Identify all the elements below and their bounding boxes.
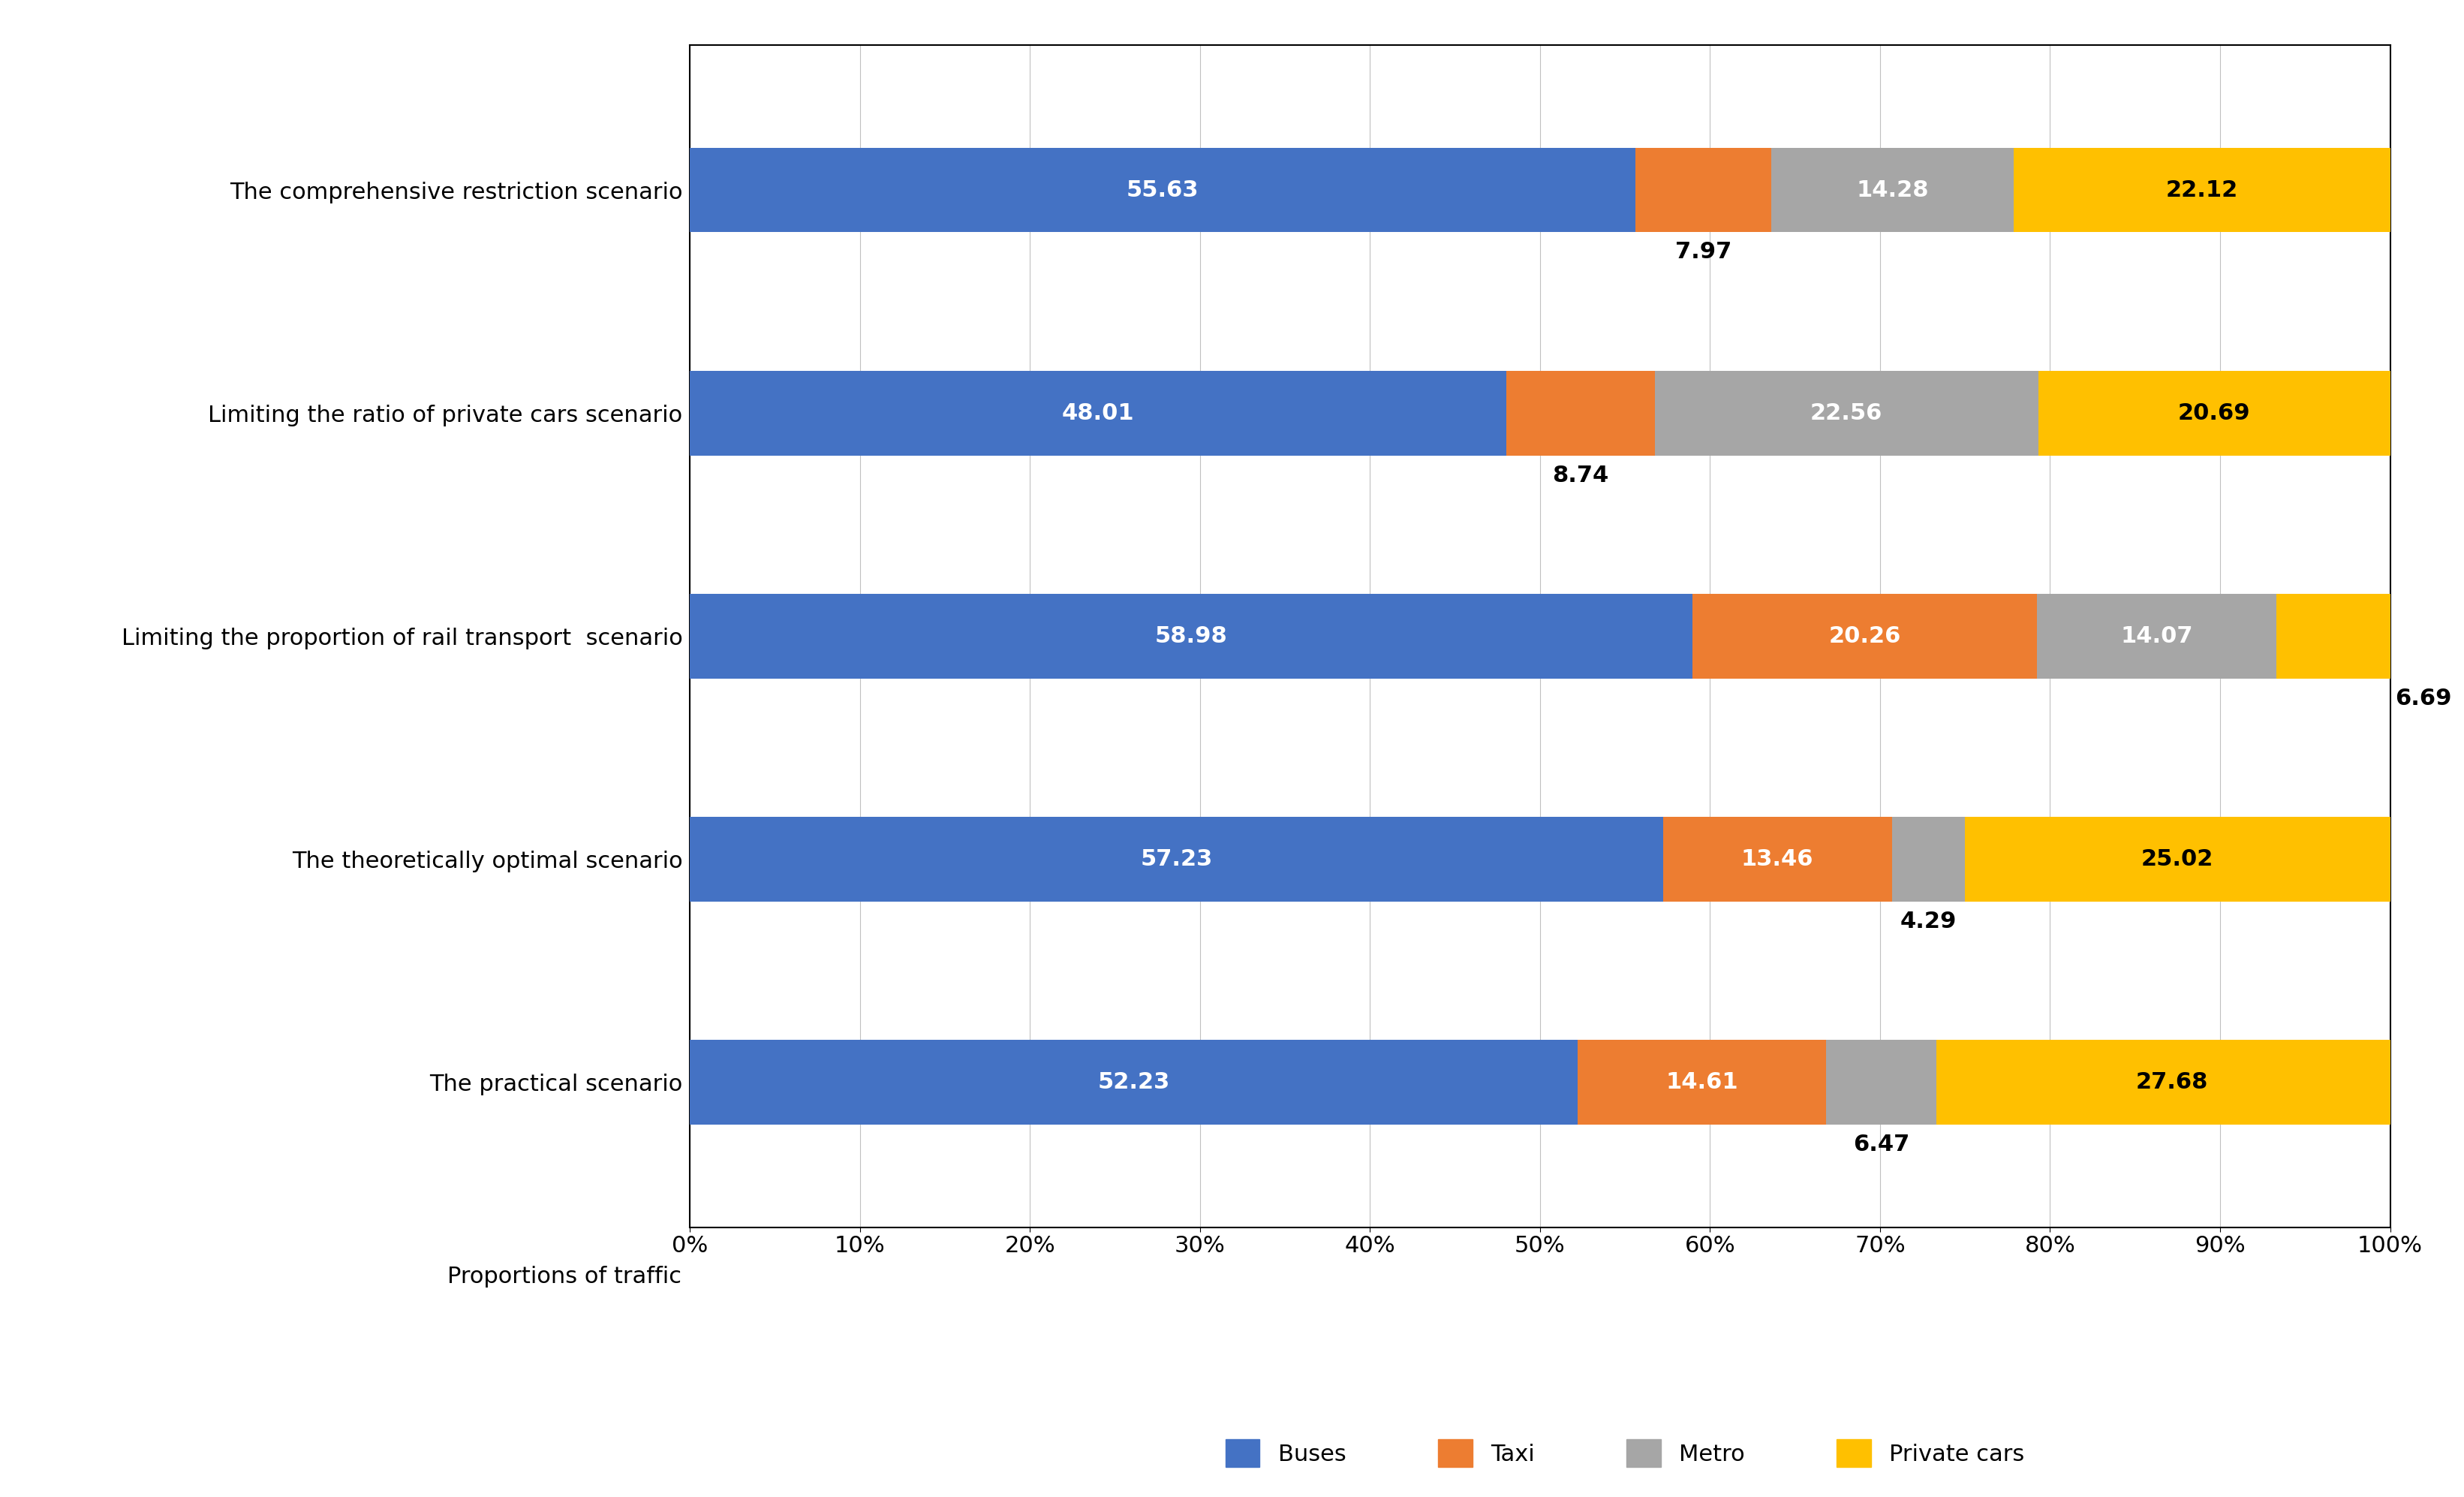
Bar <box>1636 148 1772 232</box>
Text: 13.46: 13.46 <box>1742 849 1814 870</box>
Text: 52.23: 52.23 <box>1099 1072 1170 1093</box>
Bar <box>1937 1040 2407 1124</box>
Text: 14.61: 14.61 <box>1666 1072 1740 1093</box>
Text: 14.07: 14.07 <box>2122 626 2193 647</box>
Bar <box>1577 1040 1826 1124</box>
Bar <box>1693 594 2038 678</box>
Bar <box>1663 817 1892 901</box>
Bar <box>1892 817 1964 901</box>
Text: 7.97: 7.97 <box>1676 241 1732 263</box>
Bar <box>690 371 1506 455</box>
Bar <box>1772 148 2013 232</box>
Bar <box>1826 1040 1937 1124</box>
Bar <box>690 817 1663 901</box>
Text: 20.69: 20.69 <box>2178 403 2250 424</box>
Text: 4.29: 4.29 <box>1900 910 1956 933</box>
Text: 58.98: 58.98 <box>1156 626 1227 647</box>
Bar <box>1964 817 2390 901</box>
Text: 25.02: 25.02 <box>2141 849 2213 870</box>
Text: 20.26: 20.26 <box>1828 626 1902 647</box>
Bar <box>2038 371 2390 455</box>
Text: 6.69: 6.69 <box>2395 687 2452 710</box>
Bar <box>1506 371 1656 455</box>
Text: 27.68: 27.68 <box>2136 1072 2208 1093</box>
Bar <box>690 1040 1577 1124</box>
Text: 22.56: 22.56 <box>1811 403 1882 424</box>
Text: 22.12: 22.12 <box>2166 180 2237 201</box>
Bar <box>2038 594 2277 678</box>
Text: 48.01: 48.01 <box>1062 403 1133 424</box>
Text: 57.23: 57.23 <box>1141 849 1212 870</box>
Bar <box>2277 594 2390 678</box>
Text: 8.74: 8.74 <box>1552 464 1609 487</box>
Bar <box>690 148 1636 232</box>
Text: 55.63: 55.63 <box>1126 180 1200 201</box>
Text: 6.47: 6.47 <box>1853 1133 1910 1156</box>
Bar <box>690 594 1693 678</box>
Text: Proportions of traffic: Proportions of traffic <box>448 1265 683 1287</box>
Bar <box>2013 148 2390 232</box>
Bar <box>1656 371 2038 455</box>
Text: 14.28: 14.28 <box>1855 180 1929 201</box>
Legend: Buses, Taxi, Metro, Private cars: Buses, Taxi, Metro, Private cars <box>1217 1430 2033 1476</box>
